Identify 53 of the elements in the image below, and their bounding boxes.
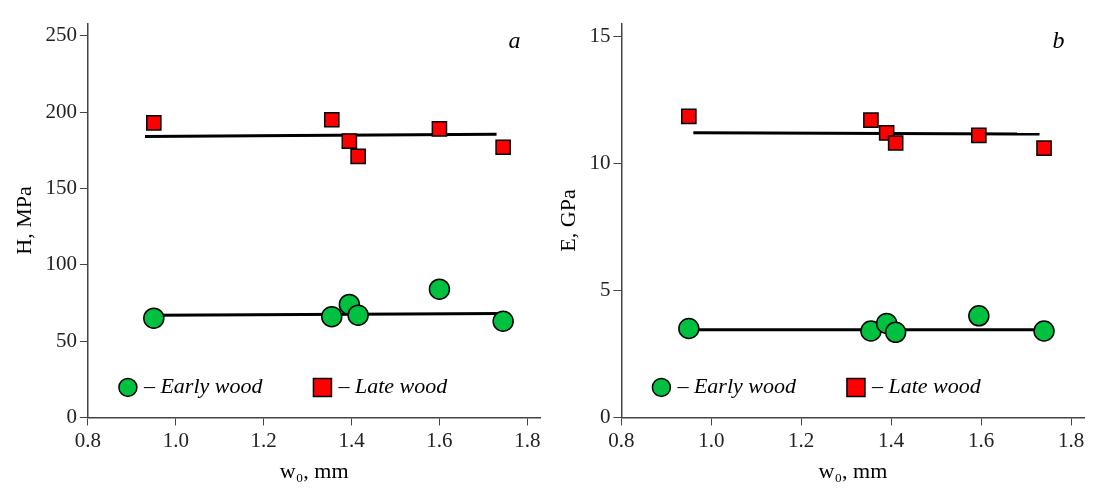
y-tick-label: 0: [66, 403, 77, 428]
legend-label: – Early wood: [676, 373, 797, 399]
y-tick-label: 50: [55, 327, 77, 352]
x-tick-label: 1.0: [698, 427, 725, 452]
point: [968, 305, 990, 327]
point: [350, 148, 366, 165]
x-tick-label: 1.4: [878, 427, 905, 452]
x-tick-label: 1.2: [250, 427, 277, 452]
y-tick-label: 150: [45, 174, 77, 199]
y-tick-label: 10: [589, 149, 611, 174]
point: [341, 133, 358, 149]
y-axis-title: H, MPa: [10, 186, 36, 255]
y-tick-label: 100: [45, 251, 77, 276]
y-tick-label: 5: [599, 276, 611, 301]
point: [884, 321, 907, 344]
y-tick-label: 0: [599, 403, 611, 428]
point: [347, 304, 369, 326]
x-tick-label: 1.4: [338, 427, 366, 452]
x-axis-title: w₀, mm: [279, 457, 349, 483]
x-tick-label: 0.8: [74, 427, 102, 452]
y-tick-label: 15: [589, 22, 611, 47]
legend-label: – Late wood: [870, 373, 982, 399]
x-tick-label: 1.8: [1057, 427, 1085, 452]
annotation: a: [508, 26, 521, 53]
point: [431, 121, 448, 137]
point: [887, 135, 904, 151]
point: [323, 111, 340, 128]
annotation: b: [1052, 26, 1065, 53]
point: [678, 317, 700, 340]
y-axis-title: E, GPa: [554, 189, 580, 252]
x-axis-title: w₀, mm: [818, 457, 888, 483]
point: [428, 278, 451, 300]
point: [1033, 320, 1055, 342]
x-tick-label: 1.0: [162, 427, 189, 452]
x-tick-label: 1.6: [967, 427, 995, 452]
point: [681, 108, 697, 125]
point: [1036, 140, 1052, 156]
point: [492, 310, 514, 332]
point: [145, 114, 162, 131]
x-tick-label: 0.8: [608, 427, 635, 452]
x-tick-label: 1.2: [788, 427, 815, 452]
legend-label: – Early wood: [142, 373, 264, 399]
y-tick-label: 200: [45, 98, 77, 123]
point: [971, 127, 987, 144]
point: [143, 307, 165, 329]
point: [860, 320, 882, 342]
x-tick-label: 1.6: [426, 427, 453, 452]
y-tick-label: 250: [45, 22, 77, 47]
x-tick-label: 1.8: [514, 427, 541, 452]
legend-label: – Late wood: [337, 373, 449, 399]
point: [863, 112, 879, 128]
point: [321, 305, 343, 328]
point: [495, 139, 511, 156]
